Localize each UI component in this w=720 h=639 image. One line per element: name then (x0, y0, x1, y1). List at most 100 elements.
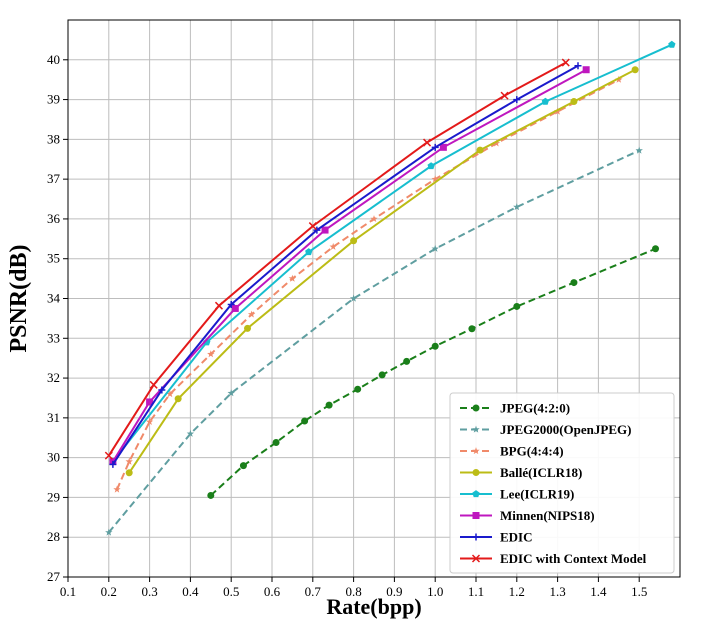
data-point (561, 58, 570, 67)
x-tick-label: 0.7 (305, 584, 322, 599)
x-tick-label: 1.2 (509, 584, 525, 599)
data-point (570, 279, 578, 287)
y-tick-label: 27 (47, 569, 61, 584)
data-point (109, 460, 117, 468)
series-line (112, 43, 673, 463)
x-tick-label: 0.8 (345, 584, 361, 599)
series-1 (105, 146, 643, 536)
data-point (329, 242, 337, 250)
data-point (427, 162, 435, 170)
legend-label: BPG(4:4:4) (500, 444, 564, 459)
data-point (325, 401, 333, 409)
data-point (403, 357, 411, 365)
x-tick-label: 0.6 (264, 584, 281, 599)
y-tick-label: 37 (47, 171, 61, 186)
x-ticks: 0.1 0.2 0.3 0.4 0.5 0.6 0.7 0.8 0.9 1.0 1.1 1.2 1.3 1… (60, 577, 647, 599)
data-point (431, 143, 439, 151)
data-point (145, 418, 154, 425)
series-7 (104, 58, 570, 460)
legend-label: Lee(ICLR19) (500, 487, 574, 502)
legend-entry: JPEG(4:2:0) (460, 401, 570, 416)
data-point (370, 215, 378, 222)
data-point (104, 451, 113, 460)
x-tick-label: 0.3 (141, 584, 157, 599)
x-tick-label: 1.3 (549, 584, 565, 599)
data-point (668, 40, 676, 48)
data-point (431, 175, 439, 183)
data-point (354, 385, 362, 393)
data-point (305, 248, 313, 256)
legend: JPEG(4:2:0) JPEG2000(OpenJPEG) BPG(4:4:4) B… (449, 392, 675, 574)
data-point (149, 380, 158, 389)
x-tick-label: 0.5 (223, 584, 239, 599)
data-point (166, 390, 174, 398)
legend-entry: Minnen(NIPS18) (460, 508, 595, 523)
series-0 (207, 245, 660, 499)
x-axis-label: Rate(bpp) (326, 594, 421, 619)
data-point (207, 350, 215, 358)
data-point (105, 528, 113, 536)
x-tick-label: 0.9 (386, 584, 402, 599)
legend-entry: JPEG2000(OpenJPEG) (460, 422, 631, 437)
legend-entry: Lee(ICLR19) (460, 487, 574, 502)
data-point (125, 469, 133, 477)
data-point (471, 554, 481, 563)
y-tick-label: 28 (47, 529, 60, 544)
data-point (113, 485, 121, 493)
legend-label: EDIC with Context Model (500, 551, 647, 566)
data-point (186, 429, 195, 437)
data-point (231, 304, 239, 312)
x-tick-label: 0.4 (182, 584, 199, 599)
legend-label: Ballé(ICLR18) (500, 465, 582, 480)
data-point (635, 146, 643, 154)
legend-entry: BPG(4:4:4) (460, 444, 564, 459)
data-point (468, 325, 476, 333)
x-tick-label: 1.4 (590, 584, 607, 599)
data-point (244, 324, 252, 332)
data-point (174, 395, 182, 403)
x-tick-label: 1.0 (427, 584, 443, 599)
x-tick-label: 0.1 (60, 584, 76, 599)
data-point (500, 91, 509, 100)
data-point (301, 417, 309, 425)
y-tick-label: 40 (47, 52, 60, 67)
x-tick-label: 1.5 (631, 584, 647, 599)
y-axis-label: PSNR(dB) (6, 244, 32, 352)
data-point (125, 457, 133, 465)
y-tick-label: 36 (47, 211, 61, 226)
data-point (582, 66, 590, 74)
legend-entry: EDIC with Context Model (460, 551, 647, 566)
data-point (227, 300, 235, 308)
legend-entry: Ballé(ICLR18) (460, 465, 582, 480)
y-tick-label: 39 (47, 92, 60, 107)
data-point (472, 490, 480, 498)
y-tick-label: 32 (47, 370, 60, 385)
data-point (239, 462, 247, 470)
data-point (574, 62, 582, 70)
data-point (476, 146, 484, 154)
data-point (431, 342, 439, 350)
series-3 (125, 66, 639, 477)
y-tick-label: 29 (47, 489, 60, 504)
series-line (112, 68, 587, 463)
y-tick-label: 30 (47, 450, 60, 465)
data-point (308, 222, 317, 231)
y-tick-label: 38 (47, 131, 60, 146)
data-point (541, 97, 549, 105)
data-point (378, 371, 386, 379)
data-point (321, 226, 329, 234)
data-point (472, 447, 480, 455)
data-point (146, 398, 154, 406)
data-point (288, 274, 297, 282)
x-tick-label: 1.1 (468, 584, 484, 599)
legend-label: EDIC (500, 530, 533, 545)
data-point (652, 245, 660, 253)
data-point (472, 425, 480, 433)
data-point (431, 244, 439, 252)
legend-label: JPEG2000(OpenJPEG) (500, 422, 631, 437)
legend-label: JPEG(4:2:0) (500, 401, 570, 416)
data-point (350, 237, 358, 245)
data-point (472, 533, 480, 541)
data-point (349, 294, 358, 302)
data-point (492, 139, 501, 147)
